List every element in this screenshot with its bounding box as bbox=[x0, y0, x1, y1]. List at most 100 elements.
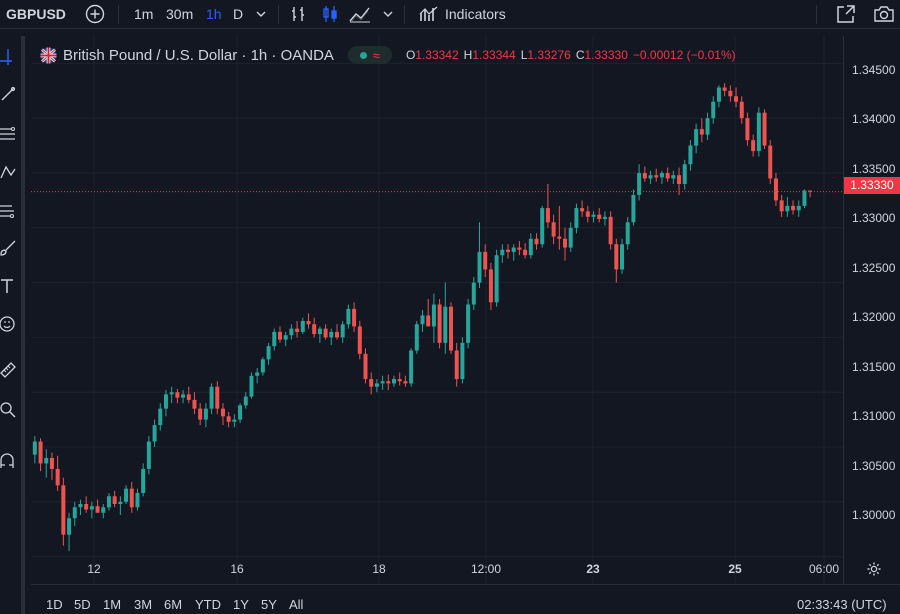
ohlc-high: H1.33344 bbox=[464, 48, 516, 62]
candle-body bbox=[357, 326, 362, 354]
indicators-button[interactable]: Indicators bbox=[445, 6, 506, 22]
magnet-icon[interactable] bbox=[0, 446, 20, 476]
candle-body bbox=[756, 112, 761, 152]
candle-body bbox=[711, 101, 716, 119]
candle-body bbox=[67, 518, 72, 535]
candle-body bbox=[722, 87, 727, 91]
candle-body bbox=[414, 324, 419, 351]
text-icon[interactable] bbox=[0, 271, 20, 301]
range-1y-button[interactable]: 1Y bbox=[233, 597, 249, 612]
utc-clock[interactable]: 02:33:43 (UTC) bbox=[797, 597, 887, 612]
toolbar-divider bbox=[404, 5, 405, 24]
bars-chart-icon[interactable] bbox=[288, 0, 308, 28]
candle-body bbox=[779, 200, 784, 212]
indicators-icon[interactable] bbox=[418, 0, 440, 28]
candle-body bbox=[101, 507, 106, 513]
candle-body bbox=[232, 419, 237, 422]
candle-body bbox=[443, 306, 448, 343]
symbol-title[interactable]: British Pound / U.S. Dollar · 1h · OANDA bbox=[63, 46, 334, 64]
candle-body bbox=[602, 216, 607, 220]
candle-body bbox=[260, 359, 265, 373]
ohlc-close-key: C bbox=[575, 48, 585, 62]
candle-body bbox=[614, 244, 619, 270]
emoji-icon[interactable] bbox=[0, 309, 20, 339]
candle-body bbox=[802, 190, 807, 206]
trend-line-icon[interactable] bbox=[0, 79, 20, 109]
chart-legend: British Pound / U.S. Dollar · 1h · OANDA… bbox=[40, 44, 736, 66]
interval-1h-button[interactable]: 1h bbox=[206, 6, 222, 22]
candle-body bbox=[648, 175, 653, 179]
time-label: 06:00 bbox=[808, 562, 840, 576]
candle-body bbox=[671, 175, 676, 179]
candle-body bbox=[283, 335, 288, 340]
interval-1m-button[interactable]: 1m bbox=[134, 6, 154, 22]
chevron-down-icon[interactable] bbox=[381, 0, 395, 28]
candle-body bbox=[72, 507, 77, 519]
candles-chart-icon[interactable] bbox=[320, 0, 340, 28]
settings-gear-icon[interactable] bbox=[866, 561, 882, 582]
candle-body bbox=[346, 308, 351, 325]
candle-body bbox=[751, 140, 756, 152]
symbol-search-button[interactable]: GBPUSD bbox=[6, 6, 66, 22]
candle-body bbox=[203, 408, 208, 420]
chart-pane[interactable] bbox=[31, 36, 843, 584]
candle-body bbox=[506, 249, 511, 252]
time-axis-border bbox=[31, 584, 900, 585]
candle-body bbox=[272, 331, 277, 347]
range-3m-button[interactable]: 3M bbox=[134, 597, 153, 612]
range-toolbar: 1D 5D 1M 3M 6M YTD 1Y 5Y All bbox=[31, 590, 900, 614]
candle-body bbox=[209, 386, 214, 409]
candle-body bbox=[568, 227, 573, 248]
area-chart-icon[interactable] bbox=[348, 0, 372, 28]
range-ytd-button[interactable]: YTD bbox=[195, 597, 221, 612]
market-status-pill[interactable]: ≈ bbox=[347, 46, 392, 64]
interval-d-button[interactable]: D bbox=[233, 6, 244, 22]
interval-30m-button[interactable]: 30m bbox=[166, 6, 194, 22]
candle-body bbox=[32, 441, 37, 455]
candle-body bbox=[500, 249, 505, 256]
forecast-icon[interactable] bbox=[0, 196, 20, 226]
candle-body bbox=[49, 457, 54, 469]
range-1m-button[interactable]: 1M bbox=[103, 597, 122, 612]
candle-body bbox=[369, 379, 374, 387]
candle-body bbox=[563, 238, 568, 248]
price-label: 1.34000 bbox=[852, 112, 896, 126]
pattern-icon[interactable] bbox=[0, 157, 20, 187]
chevron-down-icon[interactable] bbox=[254, 0, 268, 28]
candle-body bbox=[768, 145, 773, 179]
time-label: 18 bbox=[372, 562, 386, 576]
candle-body bbox=[84, 503, 89, 510]
ohlc-open: O1.33342 bbox=[406, 48, 459, 62]
ohlc-open-value: 1.33342 bbox=[415, 48, 459, 62]
candle-body bbox=[580, 208, 585, 212]
toolbar-divider bbox=[816, 5, 817, 24]
candle-body bbox=[494, 255, 499, 303]
range-1d-button[interactable]: 1D bbox=[46, 597, 63, 612]
candle-body bbox=[289, 328, 294, 336]
ohlc-low: L1.33276 bbox=[521, 48, 571, 62]
price-axis[interactable] bbox=[843, 36, 900, 584]
range-all-button[interactable]: All bbox=[289, 597, 304, 612]
crosshair-icon[interactable] bbox=[0, 42, 20, 72]
range-5d-button[interactable]: 5D bbox=[74, 597, 91, 612]
range-6m-button[interactable]: 6M bbox=[164, 597, 183, 612]
price-label: 1.30000 bbox=[852, 508, 896, 522]
candle-body bbox=[198, 408, 203, 420]
fib-retracement-icon[interactable] bbox=[0, 119, 20, 149]
candle-body bbox=[597, 214, 602, 220]
candle-body bbox=[158, 408, 163, 426]
fullscreen-icon[interactable] bbox=[835, 0, 857, 28]
price-label: 1.34500 bbox=[852, 63, 896, 77]
candlestick-chart[interactable] bbox=[31, 36, 843, 584]
candle-body bbox=[329, 331, 334, 338]
candle-body bbox=[466, 304, 471, 343]
zoom-icon[interactable] bbox=[0, 395, 20, 425]
brush-icon[interactable] bbox=[0, 233, 20, 263]
camera-icon[interactable] bbox=[872, 0, 896, 28]
ruler-icon[interactable] bbox=[0, 355, 20, 385]
candle-body bbox=[551, 222, 556, 237]
range-5y-button[interactable]: 5Y bbox=[261, 597, 277, 612]
candle-body bbox=[266, 346, 271, 360]
compare-add-icon[interactable] bbox=[84, 0, 106, 28]
candle-body bbox=[528, 238, 533, 256]
